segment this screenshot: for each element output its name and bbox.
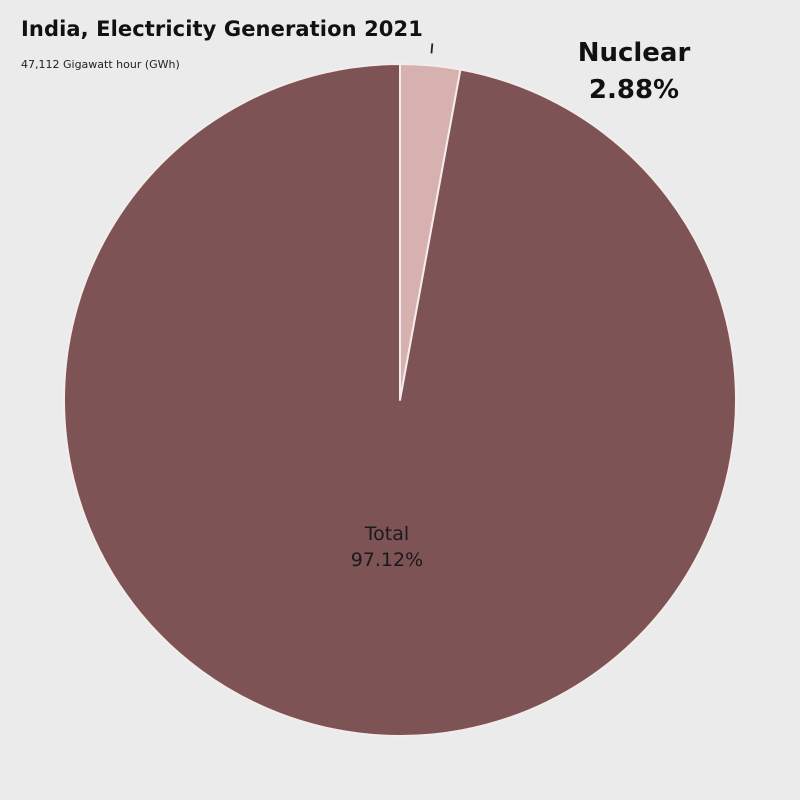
slice-label-total: Total — [364, 523, 409, 545]
pie-labels: Nuclear 2.88% Total 97.12% — [351, 38, 691, 571]
chart-subtitle: 47,112 Gigawatt hour (GWh) — [21, 58, 180, 71]
slice-value-total: 97.12% — [351, 549, 423, 571]
pie-slices — [63, 63, 737, 737]
slice-value-nuclear: 2.88% — [589, 75, 679, 105]
chart-title: India, Electricity Generation 2021 — [21, 17, 423, 41]
leader-line-nuclear — [430, 43, 434, 54]
slice-label-nuclear: Nuclear — [578, 38, 691, 68]
pie-slice-total — [63, 63, 737, 737]
